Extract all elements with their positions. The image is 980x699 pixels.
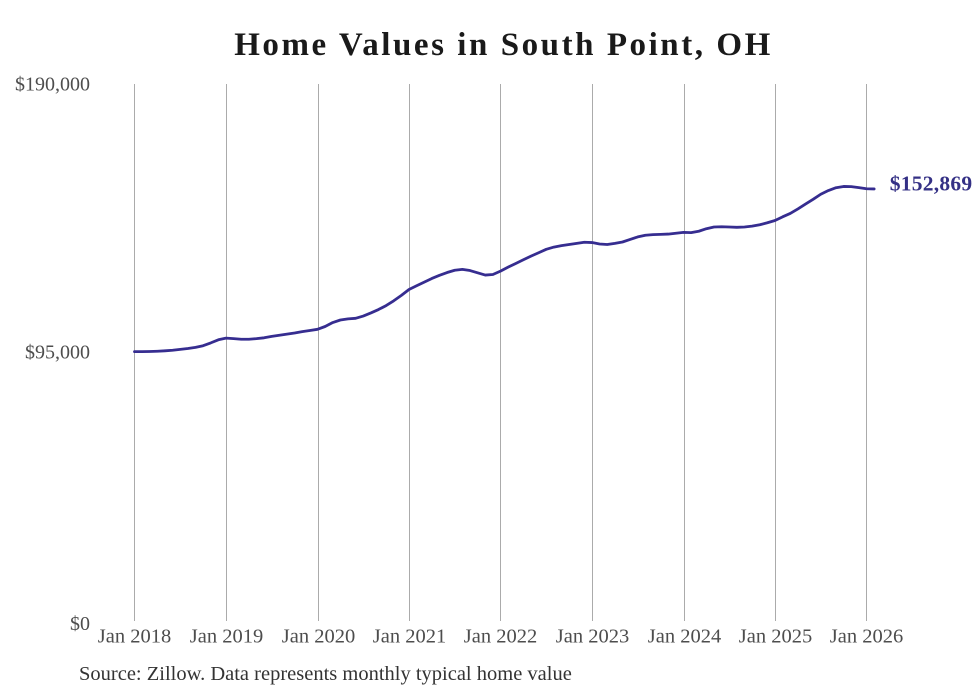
svg-text:Jan 2021: Jan 2021 bbox=[373, 625, 446, 647]
svg-text:Jan 2024: Jan 2024 bbox=[648, 625, 721, 647]
svg-text:$190,000: $190,000 bbox=[15, 74, 90, 96]
svg-text:Jan 2018: Jan 2018 bbox=[98, 625, 171, 647]
svg-text:Source: Zillow. Data represent: Source: Zillow. Data represents monthly … bbox=[79, 663, 572, 685]
svg-text:$95,000: $95,000 bbox=[25, 342, 90, 364]
svg-text:$0: $0 bbox=[70, 613, 90, 635]
svg-text:Home Values in South Point, OH: Home Values in South Point, OH bbox=[234, 27, 773, 63]
svg-text:Jan 2022: Jan 2022 bbox=[464, 625, 537, 647]
svg-text:Jan 2025: Jan 2025 bbox=[739, 625, 812, 647]
svg-text:Jan 2020: Jan 2020 bbox=[282, 625, 355, 647]
svg-text:$152,869: $152,869 bbox=[890, 172, 973, 196]
svg-text:Jan 2026: Jan 2026 bbox=[830, 625, 903, 647]
svg-text:Jan 2019: Jan 2019 bbox=[190, 625, 263, 647]
svg-text:Jan 2023: Jan 2023 bbox=[556, 625, 629, 647]
